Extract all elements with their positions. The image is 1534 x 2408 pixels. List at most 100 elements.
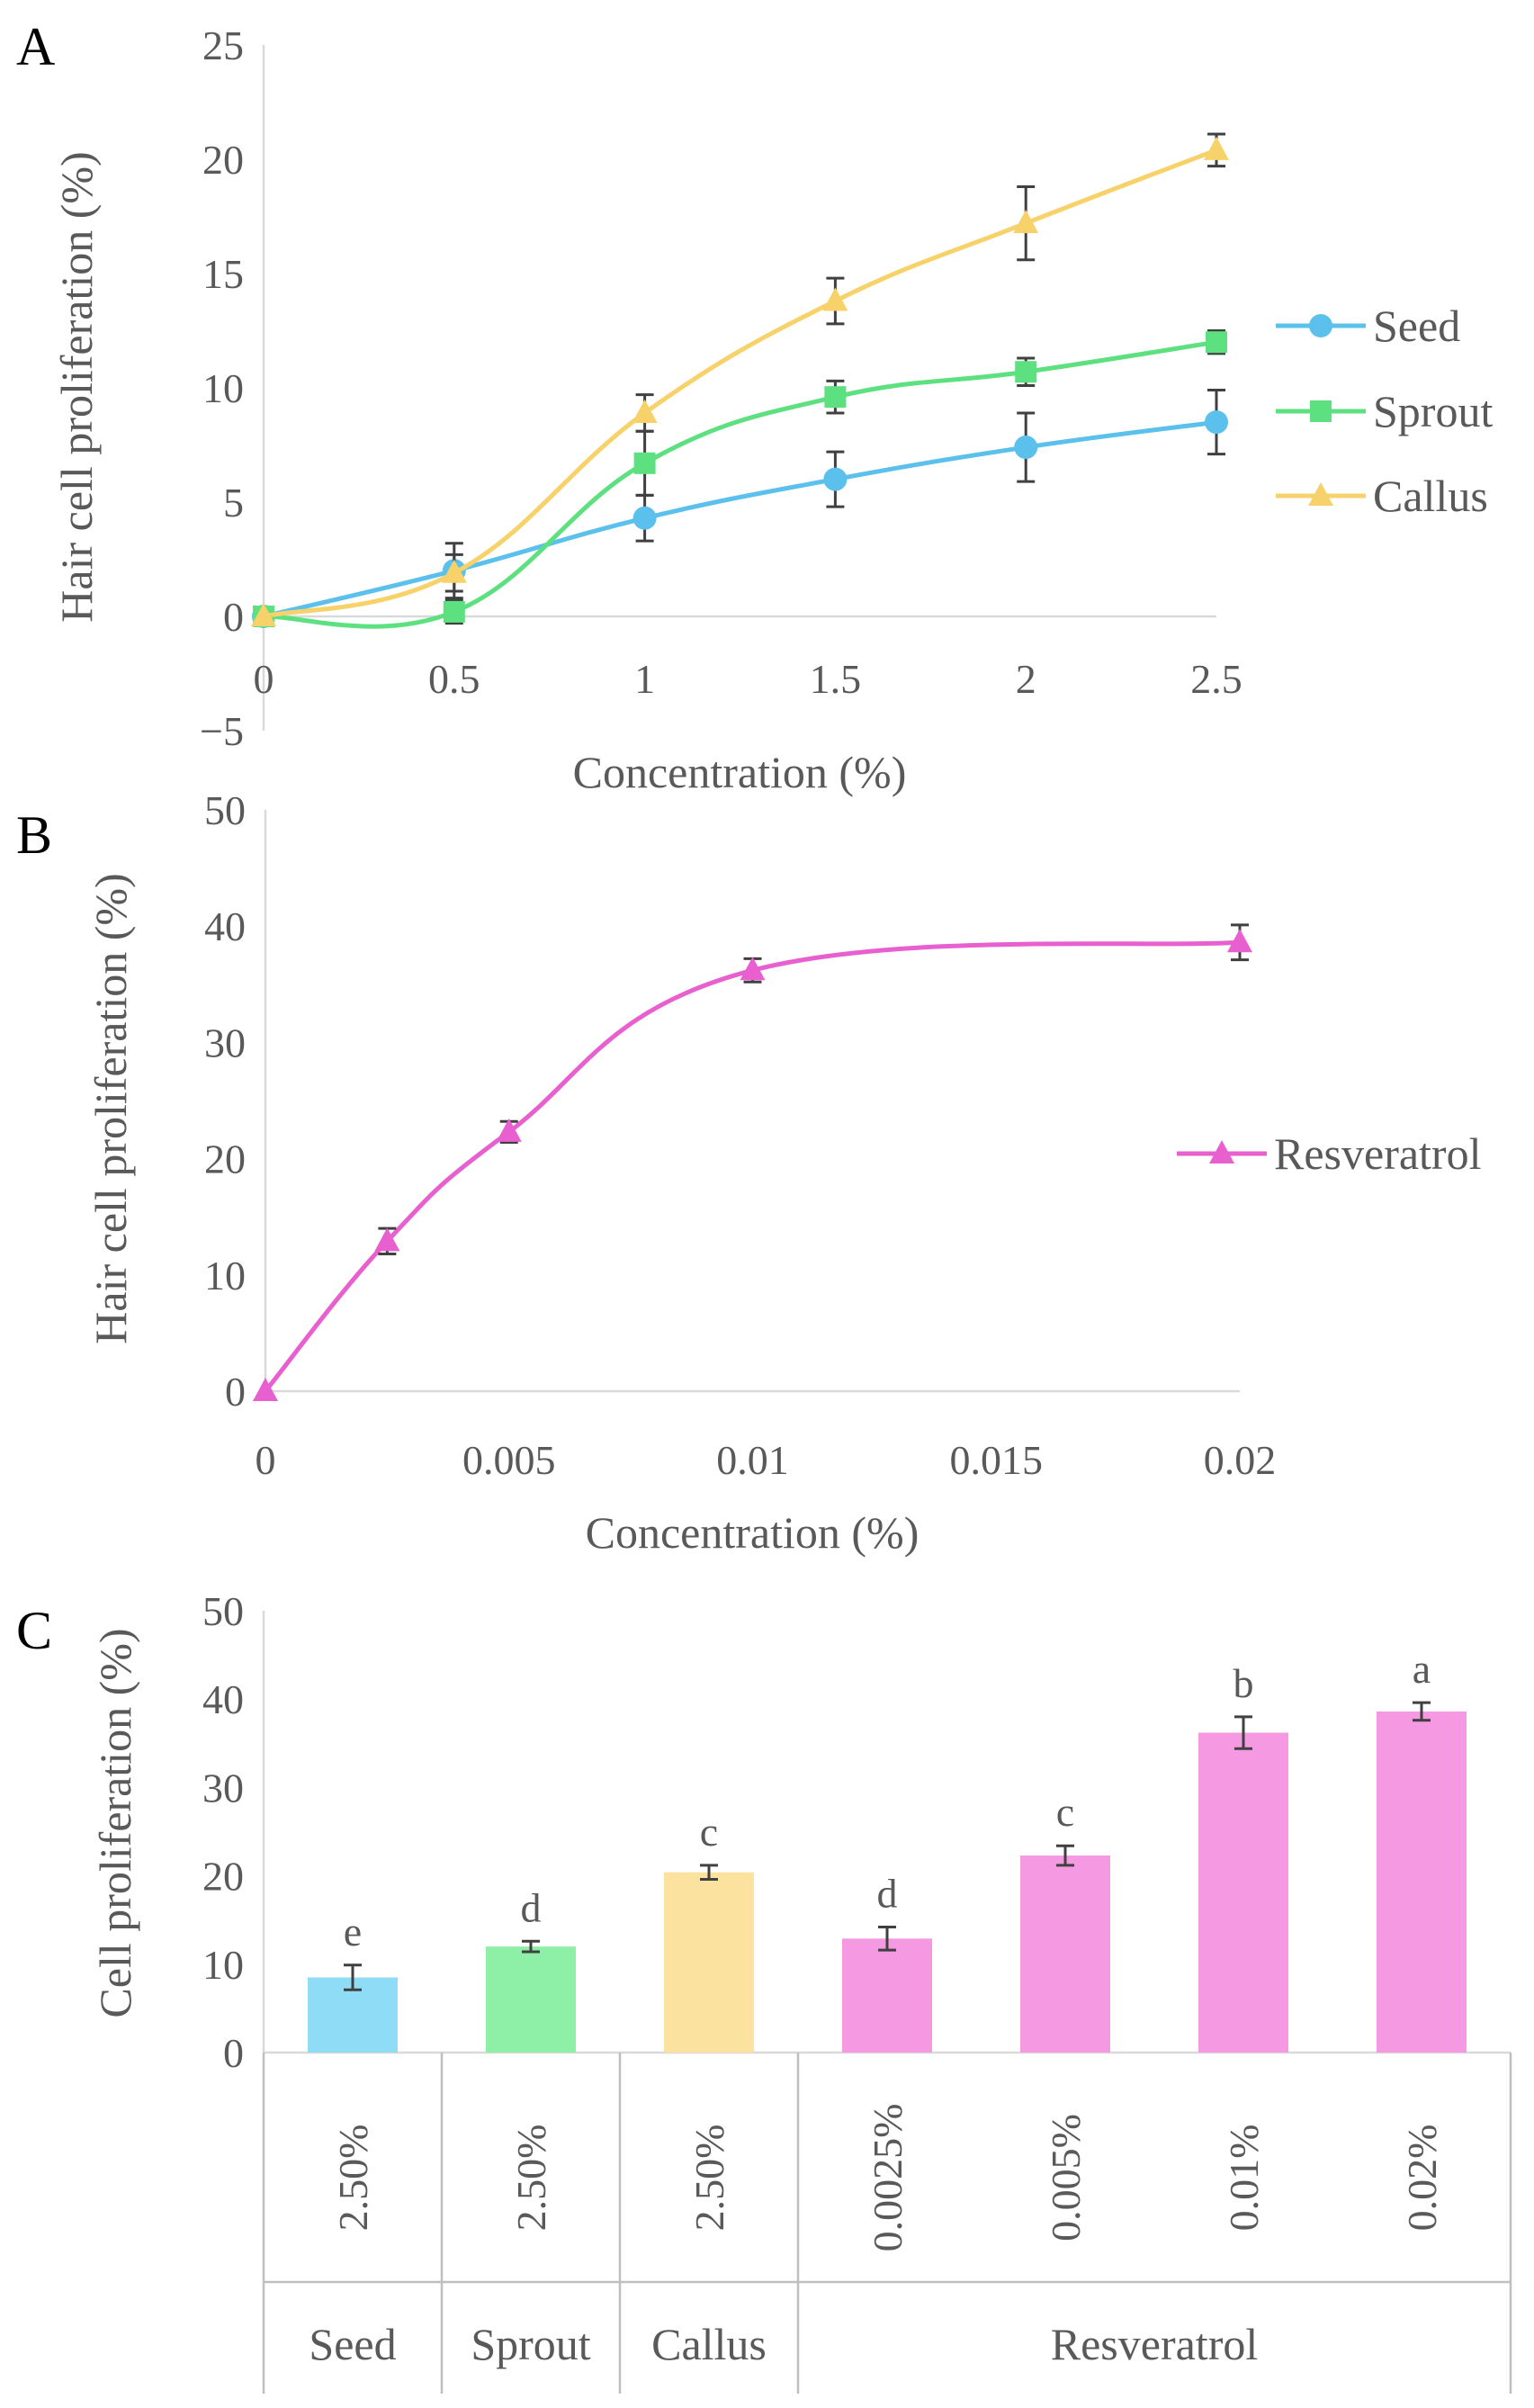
panel-c-error-bar xyxy=(1413,1701,1431,1722)
panel-a-data-point xyxy=(632,399,658,423)
panel-c-significance-letter: c xyxy=(700,1809,718,1855)
panel-c-y-tick-label: 40 xyxy=(202,1676,244,1722)
panel-b-x-tick-label: 0 xyxy=(256,1437,276,1483)
panel-c-bar xyxy=(664,1872,754,2053)
panel-b-x-tick-label: 0.005 xyxy=(462,1437,556,1483)
panel-a-data-point xyxy=(1015,361,1037,383)
panel-b-data-point xyxy=(1227,929,1252,953)
panel-c-bar xyxy=(1198,1732,1288,2053)
panel-c-significance-letter: b xyxy=(1233,1660,1254,1706)
panel-b-legend-label: Resveratrol xyxy=(1274,1128,1481,1179)
panel-b-x-tick-label: 0.01 xyxy=(716,1437,789,1483)
panel-c-y-tick-label: 10 xyxy=(202,1942,244,1988)
panel-a-y-tick-label: 20 xyxy=(202,137,244,183)
panel-c-significance-letter: c xyxy=(1056,1789,1074,1835)
panel-a-data-point xyxy=(1013,210,1039,234)
panel-c-category-label: 2.50% xyxy=(508,2125,554,2232)
panel-c-y-tick-label: 0 xyxy=(223,2030,244,2076)
panel-a-legend-label: Sprout xyxy=(1373,386,1493,436)
panel-a-line-seed xyxy=(263,419,1217,619)
panel-a-x-tick-label: 2 xyxy=(1016,656,1036,702)
panel-c-category-label: 0.01% xyxy=(1221,2125,1267,2232)
panel-c-significance-letter: a xyxy=(1413,1646,1431,1692)
panel-b-legend-resveratrol: Resveratrol xyxy=(1177,1128,1481,1179)
panel-c-significance-letter: e xyxy=(344,1909,362,1954)
panel-a-series-callus xyxy=(251,132,1229,626)
panel-b-data-point xyxy=(374,1227,400,1252)
panel-b-y-tick-label: 50 xyxy=(204,787,246,833)
panel-a-y-tick-label: −5 xyxy=(200,708,244,754)
panel-c-error-bar xyxy=(522,1939,540,1954)
panel-b-x-tick-label: 0.02 xyxy=(1204,1437,1277,1483)
panel-a-data-point xyxy=(441,559,467,583)
panel-c-error-bar xyxy=(700,1864,718,1882)
panel-a-data-point xyxy=(824,386,847,409)
panel-a-x-axis-title: Concentration (%) xyxy=(573,747,907,797)
panel-b-series-resveratrol xyxy=(253,923,1252,1401)
panel-c-group-label: Sprout xyxy=(471,2319,590,2369)
panel-c-y-tick-label: 50 xyxy=(202,1588,244,1634)
panel-b-data-point xyxy=(740,957,766,981)
panel-c-bar xyxy=(842,1938,932,2053)
panel-a-y-tick-label: 5 xyxy=(223,480,244,526)
panel-a-legend-callus: Callus xyxy=(1276,471,1488,521)
panel-a-x-tick-label: 1.5 xyxy=(810,656,862,702)
panel-c-category-label: 2.50% xyxy=(330,2125,376,2232)
panel-c-category-label: 0.005% xyxy=(1043,2114,1089,2242)
panel-c-group-label: Resveratrol xyxy=(1051,2319,1258,2369)
panel-c-bar xyxy=(486,1946,576,2053)
panel-a-data-point xyxy=(822,287,848,311)
panel-b-data-point xyxy=(253,1378,278,1401)
panel-a-x-tick-label: 1 xyxy=(634,656,655,702)
panel-b-letter: B xyxy=(16,805,52,865)
panel-a-y-tick-label: 10 xyxy=(202,365,244,411)
panel-a-x-tick-label: 0 xyxy=(254,656,274,702)
panel-b-line-resveratrol xyxy=(264,939,1241,1393)
panel-c-group-label: Callus xyxy=(651,2319,767,2369)
panel-a-legend-marker xyxy=(1308,482,1333,506)
panel-b-y-axis-title: Hair cell proliferation (%) xyxy=(85,873,136,1343)
panel-b-x-tick-label: 0.015 xyxy=(950,1437,1044,1483)
panel-c-significance-letter: d xyxy=(877,1871,898,1917)
panel-a-data-point xyxy=(1014,436,1038,460)
panel-a-letter: A xyxy=(16,17,55,76)
panel-a-legend-marker xyxy=(1310,400,1332,422)
panel-a-y-tick-label: 15 xyxy=(202,251,244,297)
panel-a-series-seed xyxy=(252,389,1228,628)
panel-c-error-bar xyxy=(878,1926,896,1952)
panel-b-y-tick-label: 40 xyxy=(204,903,246,949)
panel-b: B 0 10 20 30 40 50 0 0.005 0.01 0.015 0.02 Concentra… xyxy=(16,787,1481,1558)
panel-c: C 0 10 20 30 40 50 Cell proliferation (%) e 2.50%… xyxy=(16,1588,1512,2394)
panel-b-y-tick-label: 0 xyxy=(225,1369,246,1415)
panel-a-data-point xyxy=(632,506,657,530)
panel-a-legend-label: Callus xyxy=(1373,471,1488,521)
panel-a-data-point xyxy=(1204,136,1229,160)
panel-b-legend-marker xyxy=(1209,1140,1234,1164)
panel-a-data-point xyxy=(1205,410,1228,435)
panel-a-y-tick-label: 0 xyxy=(223,594,244,640)
panel-a-data-point xyxy=(1206,331,1227,354)
panel-c-letter: C xyxy=(16,1601,52,1660)
panel-a-legend-label: Seed xyxy=(1373,301,1460,351)
panel-b-y-tick-label: 10 xyxy=(204,1253,246,1298)
panel-c-category-label: 2.50% xyxy=(686,2125,732,2232)
panel-c-y-tick-label: 30 xyxy=(202,1765,244,1810)
panel-c-category-label: 0.0025% xyxy=(865,2104,911,2252)
panel-c-error-bar xyxy=(1234,1715,1252,1750)
panel-c-y-axis-title: Cell proliferation (%) xyxy=(90,1628,140,2017)
panel-c-y-tick-label: 20 xyxy=(202,1854,244,1900)
panel-c-group-label: Seed xyxy=(309,2319,396,2369)
panel-a-legend-sprout: Sprout xyxy=(1276,386,1493,436)
panel-a-data-point xyxy=(443,600,465,623)
panel-a-data-point xyxy=(823,467,848,491)
panel-a-x-tick-label: 2.5 xyxy=(1190,656,1242,702)
panel-c-bar xyxy=(1020,1855,1110,2053)
panel-c-category-label: 0.02% xyxy=(1399,2125,1445,2232)
panel-a-y-tick-label: 25 xyxy=(202,22,244,68)
panel-c-error-bar xyxy=(1056,1844,1074,1867)
panel-a-x-tick-label: 0.5 xyxy=(428,656,480,702)
panel-a-y-axis-title: Hair cell proliferation (%) xyxy=(51,151,102,622)
panel-c-significance-letter: d xyxy=(521,1884,542,1930)
